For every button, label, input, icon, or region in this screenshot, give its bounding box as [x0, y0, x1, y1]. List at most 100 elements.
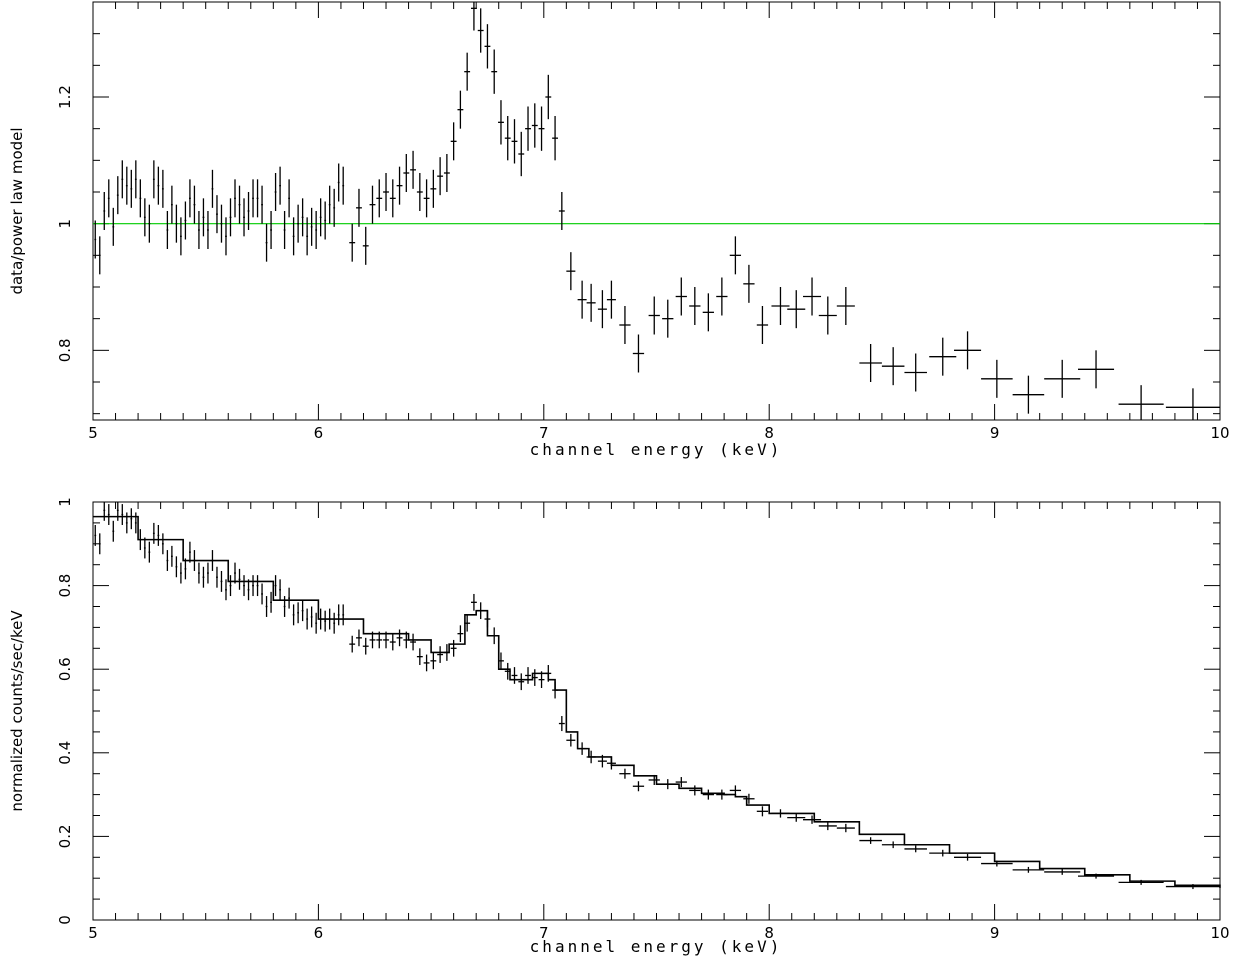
bottom-data-point	[450, 639, 457, 657]
bottom-data-point	[337, 604, 340, 626]
bottom-ticks	[92, 501, 1221, 921]
top-data-point	[1012, 375, 1045, 414]
top-data-point	[152, 160, 155, 199]
bottom-data-point	[803, 815, 822, 824]
top-data-point	[292, 217, 295, 256]
bottom-data-point	[430, 652, 437, 670]
top-data-point	[457, 90, 464, 129]
top-data-point	[545, 74, 552, 120]
top-x-tick-label: 7	[539, 424, 549, 442]
top-data-point	[369, 185, 376, 224]
bottom-x-axis-label: channel energy (keV)	[530, 937, 783, 956]
bottom-data-point	[376, 631, 383, 649]
bottom-data-point	[306, 608, 309, 630]
bottom-data-point	[577, 742, 587, 755]
bottom-data-point	[198, 562, 200, 584]
bottom-data-point	[189, 541, 191, 563]
top-data-point	[103, 192, 106, 230]
top-data-point	[929, 337, 957, 376]
top-data-point	[265, 223, 268, 262]
top-data-point	[324, 201, 327, 240]
top-data-point	[675, 277, 687, 316]
bottom-data-point	[498, 652, 504, 670]
top-data-point	[220, 204, 223, 243]
bottom-data-point	[443, 644, 450, 661]
top-data-point	[139, 179, 142, 218]
top-data-point	[491, 49, 498, 94]
bottom-data-point	[675, 777, 687, 788]
top-data-point	[437, 157, 444, 196]
top-data-point	[662, 299, 674, 338]
bottom-data-point	[121, 504, 124, 525]
top-data-point	[981, 359, 1013, 398]
bottom-data-point	[152, 522, 155, 544]
top-data-point	[648, 296, 660, 335]
bottom-data-point	[170, 545, 173, 567]
bottom-data-point	[211, 550, 214, 571]
top-x-tick-label: 9	[990, 424, 1000, 442]
bottom-data-point	[247, 579, 250, 601]
bottom-data-point	[518, 673, 525, 691]
top-data-point	[288, 179, 290, 218]
bottom-data-point	[265, 596, 268, 617]
bottom-data-point	[702, 789, 714, 800]
top-data-point	[787, 290, 806, 329]
top-data-point	[256, 179, 259, 218]
top-data-point	[504, 116, 511, 161]
top-data-point	[1044, 359, 1081, 398]
top-data-point	[216, 195, 218, 234]
top-data-point	[211, 169, 214, 208]
bottom-data-point	[836, 823, 855, 833]
bottom-x-tick-label: 8	[764, 924, 774, 942]
bottom-x-tick-label: 7	[539, 924, 549, 942]
bottom-data-point	[349, 635, 356, 653]
bottom-data-point	[202, 566, 205, 588]
bottom-data-point	[648, 774, 660, 785]
bottom-data-point	[130, 508, 133, 530]
top-data-point	[148, 204, 151, 243]
top-data-point	[558, 192, 565, 230]
top-data-point	[229, 198, 232, 237]
bottom-panel: 5 6 7 8 9 10 0 0.2 0.4 0.6 0.8 1 channel energy (ke…	[8, 497, 1230, 956]
bottom-data-point	[238, 568, 241, 590]
top-data-point	[130, 169, 133, 208]
top-data-point	[98, 236, 101, 275]
bottom-data-point	[229, 575, 232, 597]
bottom-data-point	[342, 604, 345, 626]
bottom-data-point	[261, 583, 263, 605]
bottom-data-point	[743, 793, 755, 804]
top-data-point	[396, 166, 403, 205]
bottom-data-point	[301, 600, 304, 622]
bottom-x-tick-label: 10	[1210, 924, 1229, 942]
bottom-data-points	[94, 502, 1220, 890]
bottom-data-point	[716, 789, 728, 800]
top-data-point	[423, 179, 430, 218]
top-data-point	[410, 150, 416, 189]
top-data-point	[184, 201, 187, 240]
bottom-data-point	[1165, 884, 1220, 890]
bottom-data-point	[981, 860, 1013, 867]
top-data-point	[538, 106, 545, 151]
bottom-data-point	[929, 849, 957, 857]
bottom-data-point	[470, 593, 477, 611]
bottom-data-point	[315, 612, 318, 634]
bottom-data-point	[904, 845, 927, 853]
top-data-point	[356, 188, 362, 227]
top-data-point	[310, 207, 313, 246]
top-data-point	[430, 169, 437, 208]
bottom-data-point	[597, 754, 607, 768]
bottom-y-tick-label: 0.2	[56, 824, 74, 848]
top-data-point	[252, 179, 254, 218]
top-data-point	[234, 179, 236, 218]
bottom-x-tick-label: 5	[88, 924, 98, 942]
bottom-data-point	[389, 633, 396, 651]
bottom-tick-labels: 5 6 7 8 9 10 0 0.2 0.4 0.6 0.8 1	[56, 497, 1230, 942]
top-data-point	[1118, 385, 1164, 420]
bottom-data-point	[729, 785, 742, 796]
bottom-plot-frame	[92, 501, 1221, 921]
top-x-tick-label: 10	[1210, 424, 1229, 442]
top-data-point	[450, 122, 457, 161]
bottom-data-point	[166, 550, 169, 571]
top-data-point	[498, 100, 504, 145]
top-data-point	[597, 290, 607, 329]
